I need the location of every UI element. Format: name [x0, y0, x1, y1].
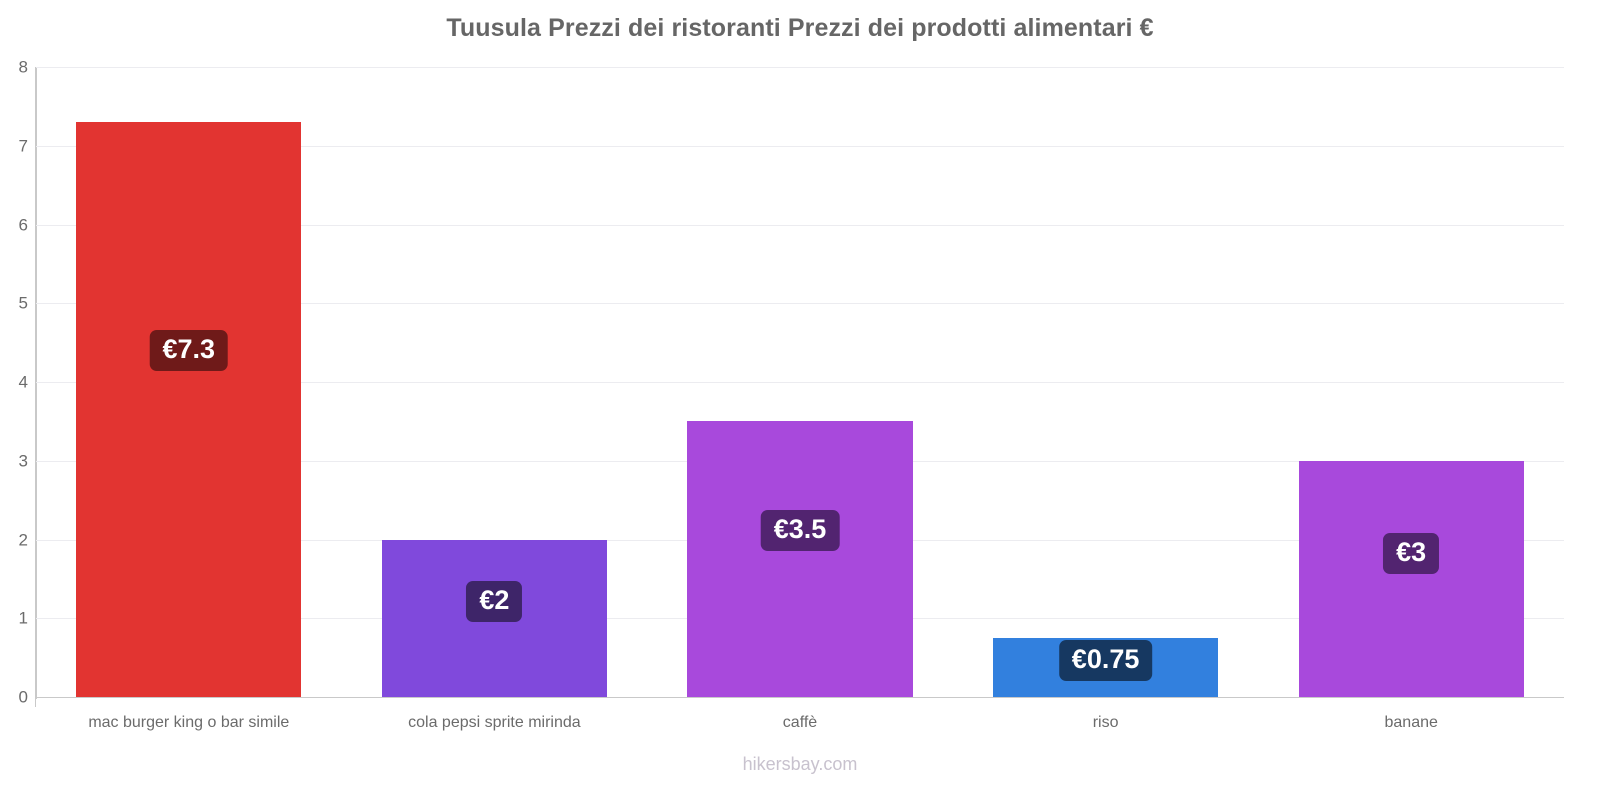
y-tick-label-1: 1 — [18, 608, 28, 628]
y-tick-label-8: 8 — [18, 57, 28, 77]
plot-area — [36, 67, 1564, 698]
y-tick-label-7: 7 — [18, 136, 28, 156]
bar-value-label: €0.75 — [1058, 639, 1153, 681]
y-axis-tick-mark — [35, 698, 36, 707]
bar[interactable] — [687, 421, 913, 697]
footer-watermark: hikersbay.com — [742, 754, 858, 774]
x-tick-label: mac burger king o bar simile — [88, 714, 290, 731]
y-tick-label-4: 4 — [18, 372, 28, 392]
gridline-7 — [36, 145, 1564, 147]
y-tick-label-6: 6 — [18, 215, 28, 234]
y-tick-label-0: 0 — [18, 687, 28, 707]
y-axis-tick-labels: 0 1 2 3 4 5 6 7 8 — [0, 0, 28, 800]
x-tick-label: riso — [1092, 714, 1119, 731]
bar[interactable] — [76, 122, 302, 697]
gridline-4 — [36, 382, 1564, 383]
gridline-0 — [36, 697, 1564, 698]
gridline-8 — [36, 67, 1564, 68]
y-tick-label-3: 3 — [18, 451, 28, 471]
gridline-6 — [36, 224, 1564, 226]
y-axis-line — [35, 67, 37, 699]
bar-value-label: €2 — [466, 580, 523, 622]
y-tick-label-2: 2 — [18, 530, 28, 549]
gridline-5 — [36, 303, 1564, 305]
bar[interactable] — [1298, 460, 1524, 697]
x-tick-label: cola pepsi sprite mirinda — [408, 714, 581, 731]
x-tick-label: banane — [1384, 714, 1438, 731]
chart-title: Tuusula Prezzi dei ristoranti Prezzi dei… — [446, 14, 1154, 42]
x-tick-label: caffè — [782, 714, 818, 731]
bar-value-label: €3.5 — [760, 509, 840, 551]
bar-value-label: €3 — [1383, 533, 1440, 575]
y-tick-label-5: 5 — [18, 293, 28, 313]
bar-value-label: €7.3 — [149, 330, 229, 372]
